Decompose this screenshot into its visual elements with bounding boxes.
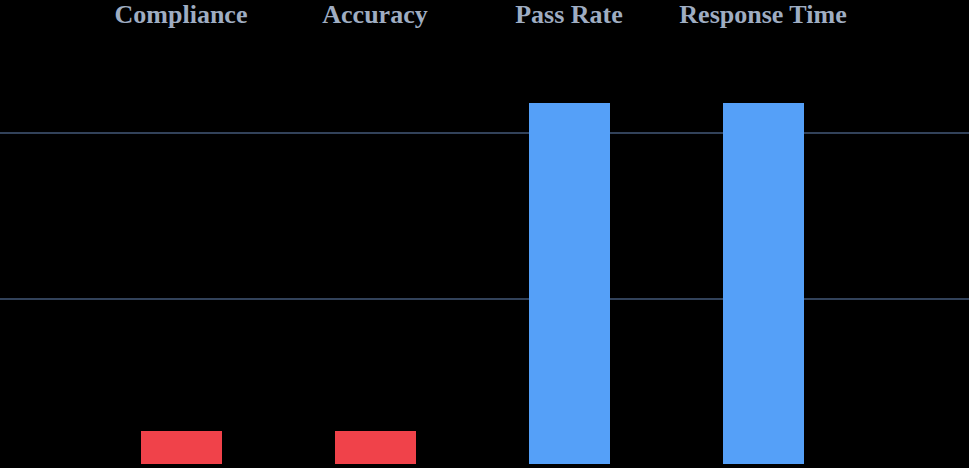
category-label-response-time: Response Time bbox=[678, 0, 848, 30]
bar-compliance bbox=[141, 431, 222, 464]
bar-response-time bbox=[723, 103, 804, 464]
bar-chart: Compliance Accuracy Pass Rate Response Time bbox=[0, 0, 969, 468]
category-label-accuracy: Accuracy bbox=[290, 0, 460, 30]
category-label-compliance: Compliance bbox=[96, 0, 266, 30]
bar-accuracy bbox=[335, 431, 416, 464]
bar-pass-rate bbox=[529, 103, 610, 464]
category-label-pass-rate: Pass Rate bbox=[484, 0, 654, 30]
gridline bbox=[0, 298, 969, 300]
gridline bbox=[0, 132, 969, 134]
